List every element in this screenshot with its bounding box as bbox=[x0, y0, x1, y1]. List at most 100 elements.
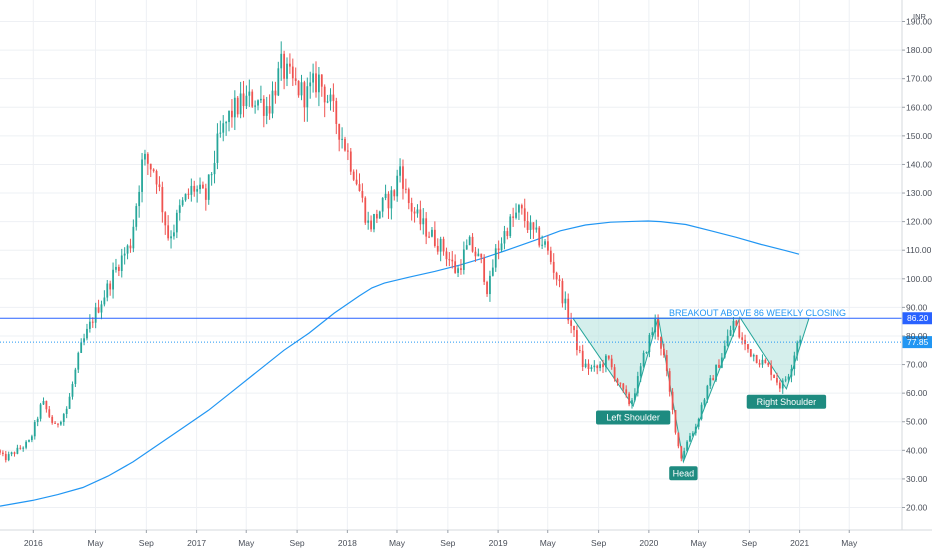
candle-body bbox=[83, 338, 85, 343]
candle bbox=[320, 74, 323, 97]
pattern-label: Right Shoulder bbox=[746, 394, 827, 409]
currency-label: INR bbox=[913, 12, 927, 21]
candle-body bbox=[309, 82, 312, 87]
candle-body bbox=[158, 184, 161, 188]
candle bbox=[607, 355, 610, 361]
candle-body bbox=[277, 68, 280, 96]
candle-body bbox=[633, 393, 636, 401]
candle bbox=[465, 239, 468, 250]
candle bbox=[651, 327, 654, 338]
candle bbox=[361, 183, 364, 203]
candle-body bbox=[86, 328, 88, 339]
candle bbox=[413, 207, 416, 223]
candle bbox=[761, 354, 764, 368]
candle-body bbox=[164, 212, 167, 226]
candle bbox=[567, 293, 570, 324]
candle bbox=[210, 172, 213, 186]
candle bbox=[242, 80, 245, 118]
candle bbox=[402, 159, 404, 200]
candle-body bbox=[54, 422, 56, 424]
candle-body bbox=[712, 378, 715, 381]
time-axis[interactable]: 2016 May Sep 2017 May Sep 2018 May Sep 2019 May Sep… bbox=[24, 530, 858, 548]
candle bbox=[399, 158, 401, 183]
candle bbox=[28, 439, 30, 443]
candle-body bbox=[628, 393, 630, 405]
candle bbox=[306, 77, 309, 122]
candle bbox=[117, 264, 120, 277]
candle bbox=[97, 299, 100, 314]
candle-body bbox=[222, 123, 225, 133]
candle-body bbox=[422, 218, 425, 225]
candle-body bbox=[152, 169, 155, 172]
price-tick-label: 150.00 bbox=[906, 131, 932, 141]
candle bbox=[439, 236, 442, 262]
last-price-line-tag bbox=[902, 336, 932, 349]
candle-body bbox=[544, 241, 546, 245]
candle bbox=[584, 359, 587, 369]
candle bbox=[555, 271, 558, 286]
candle bbox=[216, 123, 219, 170]
candle bbox=[515, 203, 517, 220]
candle-body bbox=[674, 409, 677, 433]
candle bbox=[689, 432, 691, 442]
candle bbox=[523, 198, 526, 228]
candle bbox=[436, 238, 439, 255]
candle-body bbox=[639, 366, 642, 377]
candle-body bbox=[578, 350, 581, 352]
candle-body bbox=[149, 163, 152, 170]
candle bbox=[387, 191, 390, 219]
candle-body bbox=[477, 253, 480, 257]
candle bbox=[407, 187, 410, 210]
candle-body bbox=[117, 266, 120, 272]
candle bbox=[749, 349, 752, 358]
candle-body bbox=[581, 350, 584, 367]
candle-body bbox=[254, 105, 257, 107]
candle-body bbox=[112, 269, 114, 290]
time-tick-label: May bbox=[389, 538, 406, 548]
price-axis[interactable]: 20.00 30.00 40.00 50.00 60.00 70.00 80.00 90.00… bbox=[902, 17, 932, 513]
breakout-line-tag-label: 86.20 bbox=[907, 313, 929, 323]
candle bbox=[410, 197, 413, 221]
candle bbox=[671, 388, 674, 415]
candle bbox=[254, 100, 257, 114]
candle-body bbox=[576, 330, 578, 351]
candle-body bbox=[294, 78, 297, 81]
candle bbox=[622, 382, 625, 393]
candle-body bbox=[141, 159, 143, 192]
candle bbox=[720, 353, 723, 369]
candle-body bbox=[375, 214, 378, 219]
candle bbox=[404, 178, 407, 194]
candle bbox=[494, 244, 497, 272]
candle bbox=[88, 314, 91, 333]
candle bbox=[83, 333, 85, 346]
candle bbox=[144, 149, 146, 166]
candle-body bbox=[700, 404, 703, 419]
candle-body bbox=[283, 53, 286, 79]
candle-body bbox=[68, 396, 71, 409]
candle bbox=[120, 248, 123, 278]
candle-body bbox=[393, 190, 396, 197]
candle bbox=[561, 278, 564, 308]
candle bbox=[642, 350, 645, 368]
candle-body bbox=[691, 433, 694, 436]
candle bbox=[500, 237, 503, 253]
candle bbox=[346, 143, 349, 161]
candle bbox=[709, 375, 712, 390]
candle-body bbox=[260, 98, 262, 101]
candle bbox=[370, 215, 372, 232]
price-tick-label: 30.00 bbox=[906, 474, 928, 484]
candle-body bbox=[16, 447, 19, 454]
candle bbox=[744, 334, 746, 351]
candle bbox=[477, 248, 480, 257]
breakout-line-tag bbox=[902, 312, 932, 325]
candle bbox=[62, 412, 65, 426]
candle-body bbox=[535, 227, 538, 230]
candle-body bbox=[323, 86, 326, 103]
candle-body bbox=[718, 364, 720, 368]
candle-body bbox=[109, 283, 112, 290]
candle-body bbox=[651, 332, 654, 336]
candle-body bbox=[312, 73, 314, 83]
candle-body bbox=[317, 74, 320, 93]
candle-body bbox=[187, 193, 190, 195]
